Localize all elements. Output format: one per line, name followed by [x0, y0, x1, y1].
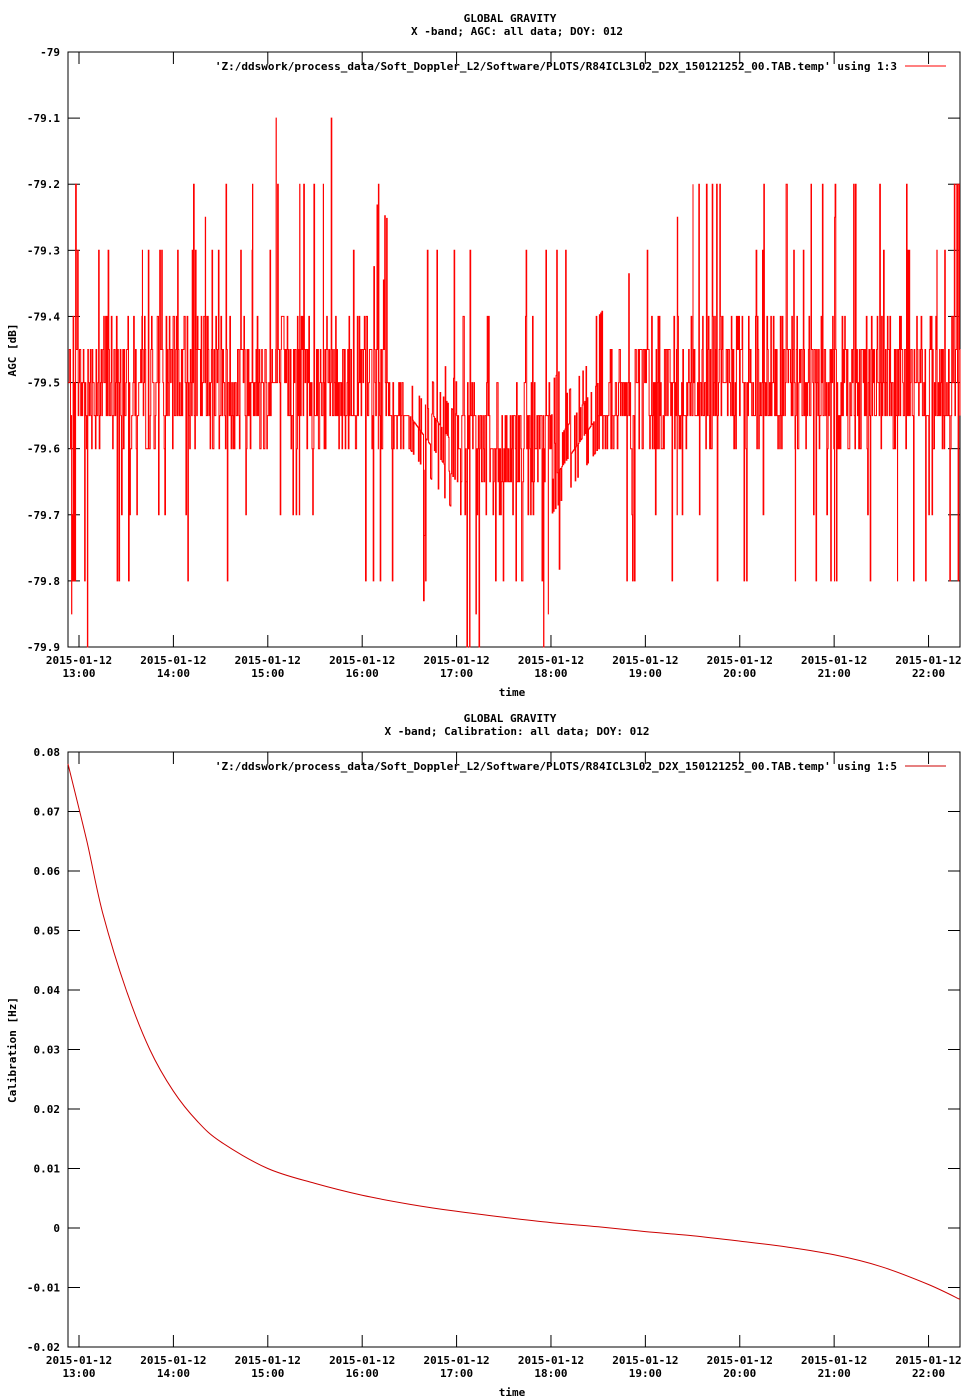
x-tick-time: 16:00: [346, 1367, 379, 1380]
x-tick-time: 15:00: [251, 1367, 284, 1380]
x-tick-time: 21:00: [818, 1367, 851, 1380]
x-tick-time: 17:00: [440, 667, 473, 680]
x-tick-time: 19:00: [629, 667, 662, 680]
chart-title: GLOBAL GRAVITY: [464, 12, 557, 25]
y-tick-label: 0.06: [34, 865, 61, 878]
x-tick-date: 2015-01-12: [895, 1354, 961, 1367]
x-tick-date: 2015-01-12: [140, 1354, 206, 1367]
y-tick-label: -79.9: [27, 641, 60, 654]
y-tick-label: 0.01: [34, 1163, 61, 1176]
x-axis-label: time: [499, 1386, 526, 1399]
y-tick-label: 0.08: [34, 746, 61, 759]
y-tick-label: -79.6: [27, 443, 60, 456]
x-tick-time: 16:00: [346, 667, 379, 680]
legend-label: 'Z:/ddswork/process_data/Soft_Doppler_L2…: [215, 60, 897, 73]
x-tick-date: 2015-01-12: [329, 654, 395, 667]
x-tick-time: 13:00: [62, 1367, 95, 1380]
x-tick-time: 14:00: [157, 667, 190, 680]
y-tick-label: -0.02: [27, 1341, 60, 1354]
x-tick-date: 2015-01-12: [46, 1354, 112, 1367]
x-tick-date: 2015-01-12: [329, 1354, 395, 1367]
y-axis: -79 -79.1 -79.2 -79.3 -79.4 -79.5 -79.6 -79.7 -7…: [27, 46, 960, 654]
y-tick-label: 0.05: [34, 925, 61, 938]
agc-series: [68, 117, 961, 648]
chart-title: GLOBAL GRAVITY: [464, 712, 557, 725]
y-tick-label: -79.1: [27, 112, 60, 125]
x-tick-time: 15:00: [251, 667, 284, 680]
x-tick-time: 21:00: [818, 667, 851, 680]
y-tick-label: 0.02: [34, 1103, 61, 1116]
x-tick-date: 2015-01-12: [235, 654, 301, 667]
x-axis-label: time: [499, 686, 526, 699]
x-tick-time: 20:00: [723, 667, 756, 680]
y-tick-label: -79.2: [27, 178, 60, 191]
x-tick-date: 2015-01-12: [518, 1354, 584, 1367]
x-tick-date: 2015-01-12: [518, 654, 584, 667]
x-tick-date: 2015-01-12: [612, 1354, 678, 1367]
y-tick-label: 0.04: [34, 984, 61, 997]
calibration-series: [67, 763, 961, 1300]
x-axis: 2015-01-1213:002015-01-1214:002015-01-12…: [46, 752, 962, 1380]
y-axis-label: AGC [dB]: [6, 324, 19, 377]
x-tick-time: 17:00: [440, 1367, 473, 1380]
calibration-chart: GLOBAL GRAVITY X -band; Calibration: all…: [6, 712, 962, 1399]
x-tick-time: 13:00: [62, 667, 95, 680]
x-axis: 2015-01-1213:002015-01-1214:002015-01-12…: [46, 52, 962, 680]
y-tick-label: 0: [53, 1222, 60, 1235]
x-tick-time: 20:00: [723, 1367, 756, 1380]
y-tick-label: -79.4: [27, 310, 60, 323]
x-tick-time: 19:00: [629, 1367, 662, 1380]
y-tick-label: -79.8: [27, 575, 60, 588]
x-tick-date: 2015-01-12: [707, 1354, 773, 1367]
x-tick-time: 22:00: [912, 1367, 945, 1380]
x-tick-date: 2015-01-12: [46, 654, 112, 667]
x-tick-time: 22:00: [912, 667, 945, 680]
x-tick-date: 2015-01-12: [707, 654, 773, 667]
y-axis-label: Calibration [Hz]: [6, 997, 19, 1103]
x-tick-date: 2015-01-12: [801, 1354, 867, 1367]
y-tick-label: -79: [40, 46, 60, 59]
y-tick-label: -79.3: [27, 244, 60, 257]
y-tick-label: 0.03: [34, 1044, 61, 1057]
x-tick-date: 2015-01-12: [140, 654, 206, 667]
y-tick-label: 0.07: [34, 806, 61, 819]
legend-label: 'Z:/ddswork/process_data/Soft_Doppler_L2…: [215, 760, 897, 773]
y-tick-label: -0.01: [27, 1282, 60, 1295]
x-tick-time: 14:00: [157, 1367, 190, 1380]
agc-chart: GLOBAL GRAVITY X -band; AGC: all data; D…: [6, 12, 962, 699]
agc-line: [68, 117, 961, 648]
y-tick-label: -79.7: [27, 509, 60, 522]
y-axis: 0.08 0.07 0.06 0.05 0.04 0.03 0.02 0.01 0 -0.01 -0…: [27, 746, 960, 1354]
x-tick-time: 18:00: [534, 667, 567, 680]
chart-subtitle: X -band; Calibration: all data; DOY: 012: [385, 725, 650, 738]
calibration-line: [67, 763, 961, 1300]
x-tick-date: 2015-01-12: [423, 654, 489, 667]
x-tick-date: 2015-01-12: [801, 654, 867, 667]
y-tick-label: -79.5: [27, 377, 60, 390]
x-tick-date: 2015-01-12: [895, 654, 961, 667]
x-tick-time: 18:00: [534, 1367, 567, 1380]
x-tick-date: 2015-01-12: [612, 654, 678, 667]
x-tick-date: 2015-01-12: [423, 1354, 489, 1367]
plot-frame: [67, 751, 961, 1348]
chart-subtitle: X -band; AGC: all data; DOY: 012: [411, 25, 623, 38]
x-tick-date: 2015-01-12: [235, 1354, 301, 1367]
